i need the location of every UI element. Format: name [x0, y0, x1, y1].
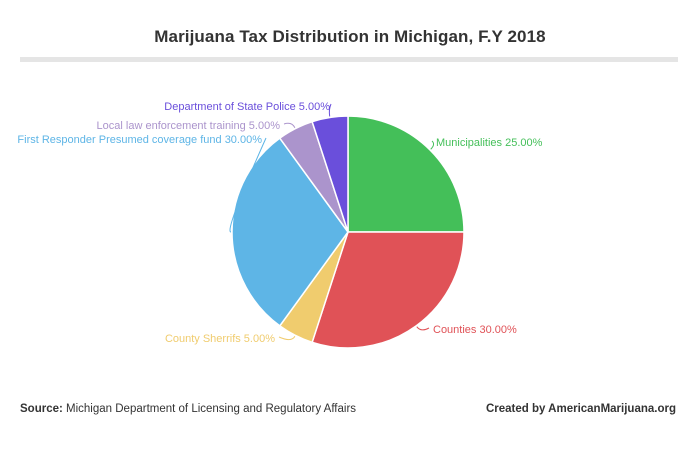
slice-label: Department of State Police 5.00% [164, 101, 330, 113]
leader-line [278, 335, 296, 341]
leader-line [416, 326, 430, 331]
pie-slice-counties[interactable] [311, 231, 465, 349]
title-divider [20, 57, 678, 62]
source-text: Michigan Department of Licensing and Reg… [66, 403, 357, 415]
pie-slice-department-of-state-police[interactable] [311, 115, 349, 233]
chart-title: Marijuana Tax Distribution in Michigan, … [154, 27, 546, 46]
leader-line [430, 140, 435, 150]
leader-line [283, 122, 296, 128]
leader-line [328, 103, 332, 117]
pie-slice-first-responder-presumed-coverage-fund[interactable] [231, 137, 349, 327]
slice-label: Local law enforcement training 5.00% [97, 120, 281, 132]
leader-line [229, 137, 267, 233]
slice-label: Counties 30.00% [433, 324, 517, 336]
slice-label: County Sherrifs 5.00% [165, 333, 275, 345]
source-note: Source: Michigan Department of Licensing… [20, 403, 356, 415]
created-by: Created by AmericanMarijuana.org [485, 403, 676, 415]
pie-slice-municipalities[interactable] [347, 115, 465, 233]
slice-label: Municipalities 25.00% [436, 137, 543, 149]
source-label: Source: [20, 403, 63, 415]
slice-label: First Responder Presumed coverage fund 3… [17, 134, 262, 146]
